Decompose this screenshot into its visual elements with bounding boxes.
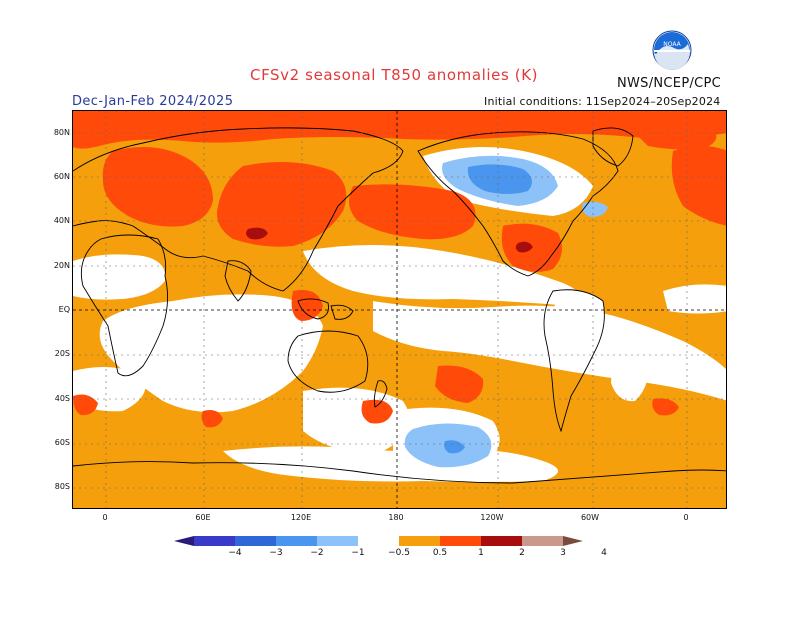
forecast-period: Dec-Jan-Feb 2024/2025: [72, 94, 234, 109]
lat-label-eq: EQ: [58, 305, 70, 314]
colorbar-segment: [399, 536, 440, 546]
colorbar-tick-label: −0.5: [388, 548, 410, 558]
lat-label-20s: 20S: [54, 349, 70, 358]
colorbar-tick-label: 0.5: [432, 548, 448, 558]
lon-label-180: 180: [388, 513, 404, 522]
colorbar-tick-label: −4: [228, 548, 242, 558]
colorbar-segment: [358, 536, 399, 546]
lon-label-0-east: 0: [683, 513, 689, 522]
colorbar-tick-label: 1: [478, 548, 484, 558]
lat-label-80n: 80N: [53, 128, 70, 137]
colorbar-segment: [440, 536, 481, 546]
colorbar-segment: [563, 536, 583, 546]
colorbar-segment: [276, 536, 317, 546]
lon-label-0: 0: [102, 513, 108, 522]
colorbar-tick-label: 3: [560, 548, 566, 558]
noaa-logo-text: NOAA: [663, 41, 681, 48]
lon-label-60w: 60W: [580, 513, 600, 522]
colorbar-tick-label: −3: [269, 548, 283, 558]
equator-dateline: [73, 111, 726, 508]
graticule: [73, 111, 726, 508]
lat-label-40s: 40S: [54, 394, 70, 403]
colorbar-tick-label: 4: [601, 548, 607, 558]
warm-anomaly-regions: [73, 111, 726, 428]
lat-label-80s: 80S: [54, 482, 70, 491]
noaa-logo: NOAA: [652, 30, 692, 70]
map-title: CFSv2 seasonal T850 anomalies (K): [250, 66, 539, 84]
agency-label: NWS/NCEP/CPC: [617, 76, 722, 91]
colorbar-segment: [522, 536, 563, 546]
colorbar-segment: [194, 536, 235, 546]
colorbar-tick-label: −1: [351, 548, 365, 558]
lon-label-60e: 60E: [195, 513, 211, 522]
anomaly-map: [72, 110, 727, 509]
strong-warm-spots: [246, 227, 533, 253]
colorbar-segment: [317, 536, 358, 546]
anomaly-map-graphic: [73, 111, 726, 508]
coastlines: [73, 127, 726, 484]
lon-label-120w: 120W: [480, 513, 504, 522]
lat-label-40n: 40N: [53, 216, 70, 225]
initial-conditions: Initial conditions: 11Sep2024–20Sep2024: [484, 95, 721, 108]
colorbar-segment: [481, 536, 522, 546]
colorbar-tick-label: −2: [310, 548, 324, 558]
colorbar: [174, 536, 583, 546]
colorbar-tick-label: 2: [519, 548, 525, 558]
lat-label-60n: 60N: [53, 172, 70, 181]
colorbar-segment: [235, 536, 276, 546]
lat-label-20n: 20N: [53, 261, 70, 270]
cold-anomaly-regions: [404, 155, 608, 468]
colorbar-segment: [174, 536, 194, 546]
lon-label-120e: 120E: [290, 513, 312, 522]
lat-label-60s: 60S: [54, 438, 70, 447]
